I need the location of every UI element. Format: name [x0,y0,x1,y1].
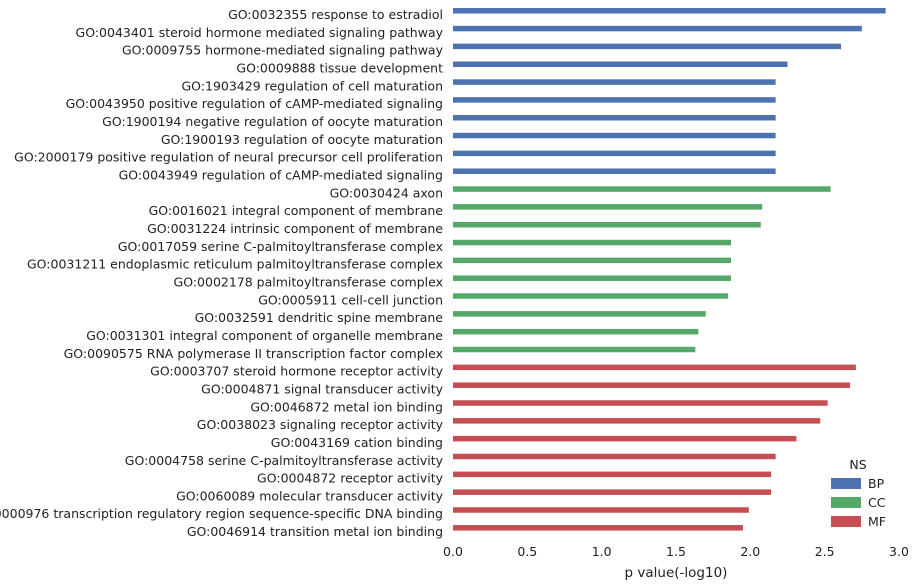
x-tick-label: 0.5 [517,544,537,559]
category-label: GO:0005911 cell-cell junction [258,292,443,307]
x-tick-label: 2.5 [815,544,835,559]
category-label: GO:0038023 signaling receptor activity [197,417,444,432]
legend-swatch-bp [831,478,861,489]
bar-mf-28 [453,507,749,513]
legend-title: NS [849,457,866,472]
category-label: GO:0031224 intrinsic component of membra… [147,221,443,236]
bar-bp-3 [453,61,788,67]
category-label: GO:0060089 molecular transducer activity [176,488,444,503]
bar-bp-9 [453,168,776,174]
category-label: GO:0031211 endoplasmic reticulum palmito… [27,257,443,272]
bar-bp-0 [453,8,886,14]
category-label: GO:1903429 regulation of cell maturation [181,78,443,93]
bar-mf-29 [453,525,743,531]
x-tick-label: 3.0 [889,544,909,559]
category-label: GO:0046872 metal ion binding [250,399,443,414]
bar-cc-11 [453,204,763,210]
x-tick-label: 0.0 [443,544,463,559]
category-label: GO:0043949 regulation of cAMP-mediated s… [119,167,443,182]
category-label: GO:0043169 cation binding [271,435,443,450]
category-label: GO:0000976 transcription regulatory regi… [0,506,443,521]
bar-cc-18 [453,328,699,335]
category-label: GO:2000179 positive regulation of neural… [14,150,443,165]
bar-bp-8 [453,150,776,157]
legend-swatch-mf [831,516,861,527]
category-label: GO:0017059 serine C-palmitoyltransferase… [118,239,443,254]
category-label: GO:0009888 tissue development [236,60,443,75]
bar-bp-5 [453,97,776,103]
bar-cc-16 [453,293,729,299]
bar-cc-13 [453,239,732,246]
bar-bp-2 [453,43,842,50]
bar-mf-22 [453,400,828,406]
bar-mf-25 [453,453,776,460]
category-label: GO:0031301 integral component of organel… [86,328,443,343]
bar-bp-6 [453,114,776,121]
bar-cc-12 [453,221,761,228]
category-label: GO:0032591 dendritic spine membrane [195,310,444,325]
legend: NS BP CC MF [831,457,886,529]
x-tick-label: 2.0 [740,544,760,559]
category-label: GO:1900193 regulation of oocyte maturati… [161,132,443,147]
bar-cc-14 [453,257,732,264]
category-label: GO:0043401 steroid hormone mediated sign… [76,25,444,40]
category-label: GO:0009755 hormone-mediated signaling pa… [122,43,444,58]
bar-mf-21 [453,382,850,388]
category-label: GO:0004758 serine C-palmitoyltransferase… [125,453,444,468]
bar-bp-4 [453,79,776,85]
bar-mf-24 [453,435,797,442]
x-tick-label: 1.5 [666,544,686,559]
x-axis-title: p value(-log10) [625,565,728,581]
bar-bp-7 [453,132,776,139]
category-label: GO:0046914 transition metal ion binding [187,524,443,539]
category-label: GO:0030424 axon [330,185,443,200]
category-label: GO:0002178 palmitoyltransferase complex [174,274,443,289]
bar-mf-26 [453,471,772,478]
bar-cc-17 [453,311,706,317]
bar-mf-27 [453,489,772,495]
category-label: GO:0003707 steroid hormone receptor acti… [150,364,443,379]
bars-group [453,8,886,531]
legend-swatch-cc [831,497,861,508]
category-label: GO:0032355 response to estradiol [228,7,443,22]
category-label: GO:0004871 signal transducer activity [201,381,443,396]
category-label: GO:0090575 RNA polymerase II transcripti… [64,346,443,361]
category-label: GO:0016021 integral component of membran… [149,203,444,218]
category-labels-group: GO:0032355 response to estradiol GO:00434… [0,7,444,539]
x-axis-ticks-group: 0.0 0.5 1.0 1.5 2.0 2.5 3.0 [443,544,909,559]
bar-mf-23 [453,418,821,424]
bar-bp-1 [453,25,862,32]
bar-cc-15 [453,275,732,281]
legend-label-cc: CC [868,495,886,510]
category-label: GO:0043950 positive regulation of cAMP-m… [66,96,443,111]
bar-mf-20 [453,364,856,371]
bar-cc-19 [453,346,696,353]
bar-cc-10 [453,186,831,192]
legend-label-mf: MF [868,514,886,529]
legend-label-bp: BP [868,476,885,491]
category-label: GO:1900194 negative regulation of oocyte… [102,114,443,129]
category-label: GO:0004872 receptor activity [257,471,444,486]
x-tick-label: 1.0 [592,544,612,559]
